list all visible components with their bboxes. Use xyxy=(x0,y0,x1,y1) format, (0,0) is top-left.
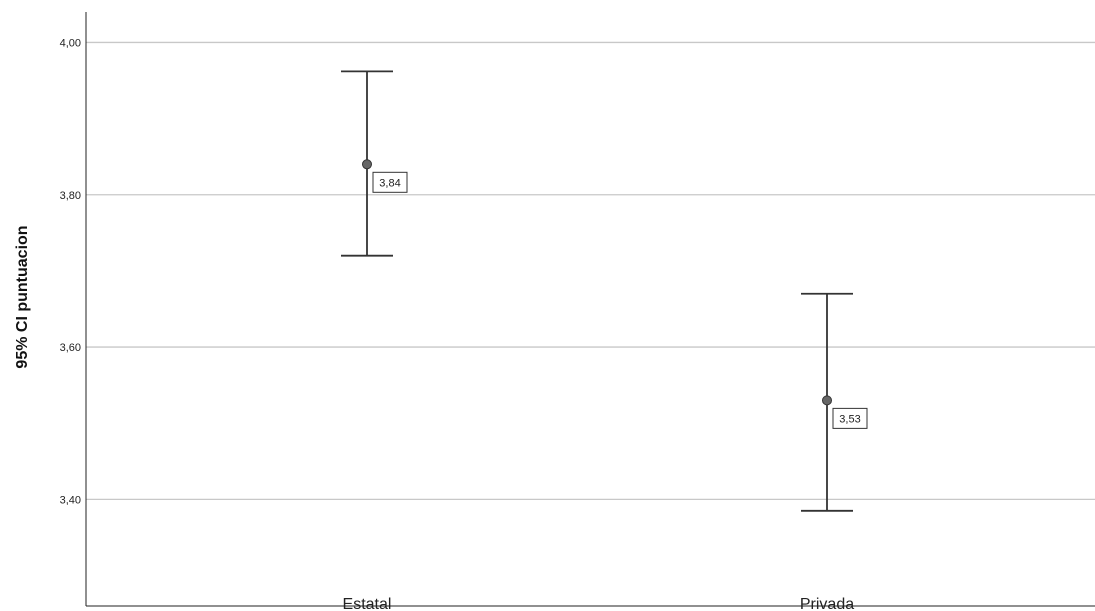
error-bars: 3,84 3,53 xyxy=(341,70,868,512)
y-tick-label: 3,40 xyxy=(60,494,81,506)
y-axis-label: 95% CI puntuacion xyxy=(14,225,31,368)
y-tick-label: 3,80 xyxy=(60,190,81,202)
data-label-box xyxy=(832,407,868,429)
grid-lines xyxy=(86,41,1095,501)
y-tick-label: 4,00 xyxy=(60,37,81,49)
data-label-box xyxy=(372,171,408,193)
mean-point xyxy=(822,395,832,406)
x-category-labels: Estatal Privada xyxy=(343,596,855,611)
y-tick-label: 3,60 xyxy=(60,342,81,354)
data-label: 3,84 xyxy=(379,177,400,189)
y-tick-labels: 3,40 3,60 3,80 4,00 xyxy=(60,37,81,506)
data-label: 3,53 xyxy=(839,413,860,425)
mean-point xyxy=(362,159,372,170)
x-category-label: Estatal xyxy=(343,596,392,611)
x-category-label: Privada xyxy=(800,596,854,611)
